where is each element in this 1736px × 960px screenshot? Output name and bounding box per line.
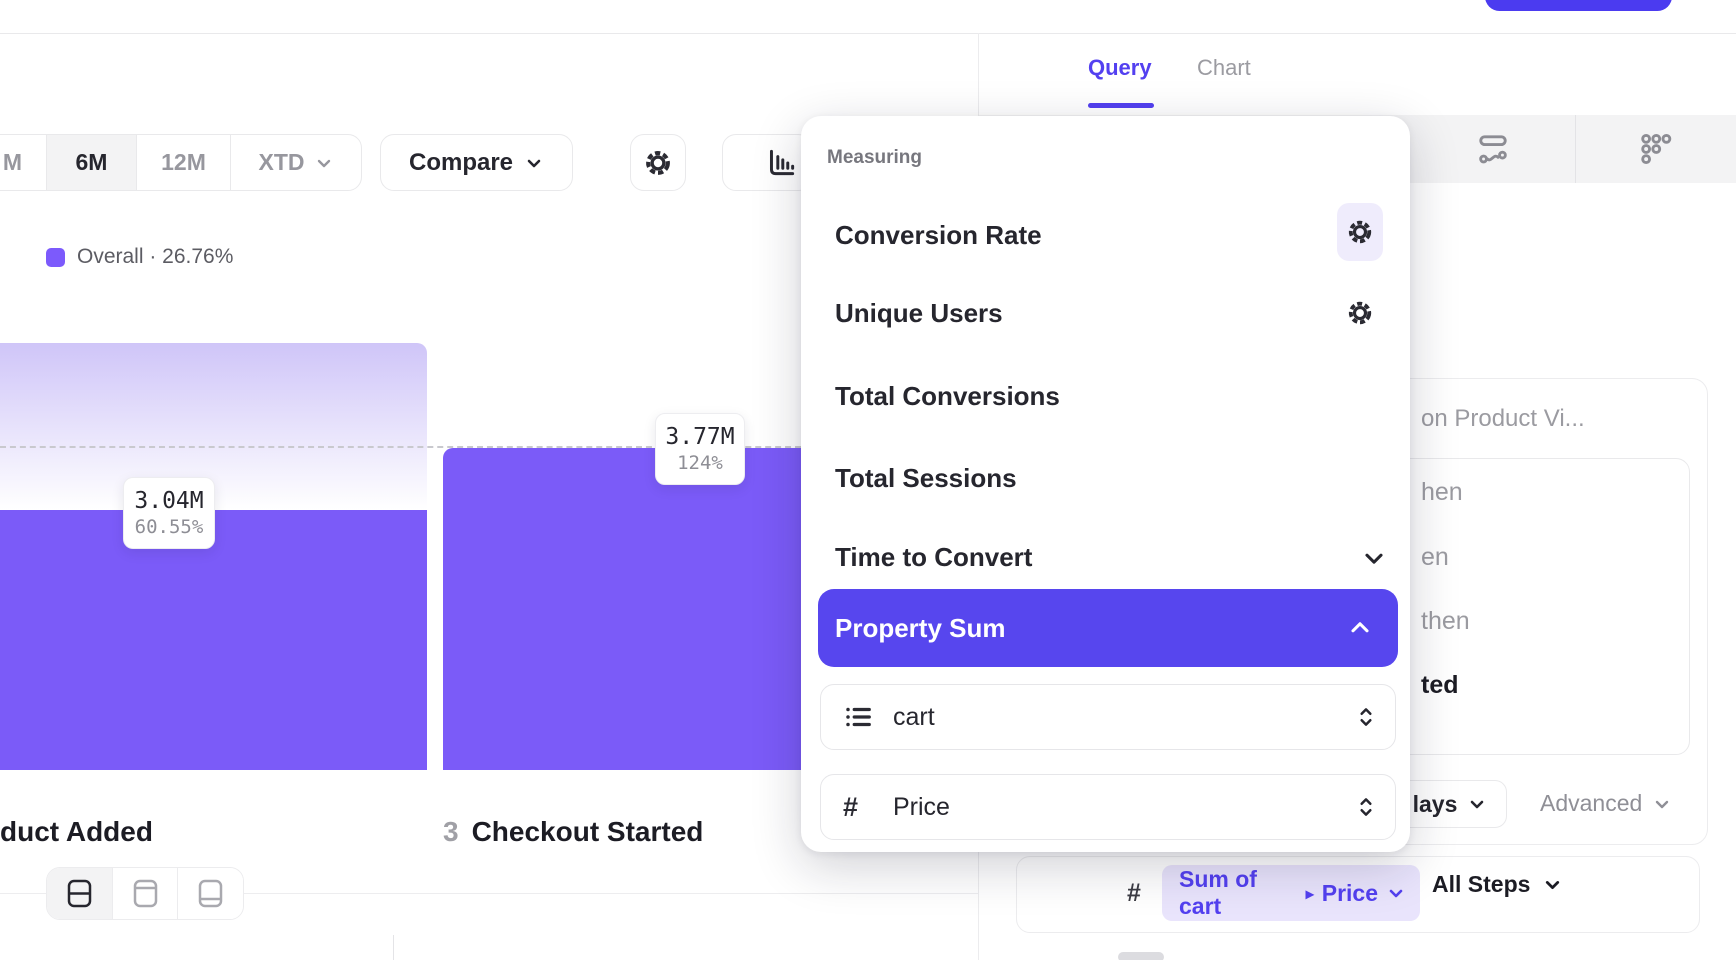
top-divider [0,33,1736,34]
chevron-up-icon [1346,614,1374,642]
chevron-down-icon [1542,874,1563,895]
steps-dots-icon [1636,130,1674,168]
layout-split-middle-icon [67,879,92,908]
layout-header-button[interactable] [112,868,179,919]
updown-chevrons-icon [1357,704,1375,730]
chevron-down-icon [1467,794,1487,814]
layout-split-middle-button[interactable] [47,868,113,919]
breakdown-layout-toggle [46,867,244,920]
time-range-3m-partial[interactable]: M [0,135,47,190]
sub-property-value: Price [893,792,950,821]
menu-item-total-sessions[interactable]: Total Sessions [835,463,1017,493]
tab-chart[interactable]: Chart [1197,55,1251,80]
time-range-xtd-label: XTD [258,149,305,175]
all-steps-label: All Steps [1432,871,1531,897]
measuring-title: Measuring [827,147,923,168]
property-value: cart [893,702,935,731]
time-range-xtd[interactable]: XTD [231,135,361,190]
funnel-step-row[interactable]: then [1421,607,1470,635]
value-count: 3.04M [134,488,204,514]
menu-item-total-conversions[interactable]: Total Conversions [835,381,1060,411]
property-select[interactable]: cart [820,684,1396,750]
sub-property-select[interactable]: # Price [820,774,1396,840]
table-column-divider [393,935,394,960]
chart-type-button[interactable] [722,134,812,191]
gear-icon [1345,298,1375,328]
funnel-step-row[interactable]: en [1421,543,1449,571]
chevron-down-icon[interactable] [1360,544,1388,572]
step-number: 3 [443,816,459,847]
metric-chip-button[interactable]: Sum of cart ▸ Price [1162,865,1420,921]
histogram-icon [763,145,799,181]
menu-item-unique-users[interactable]: Unique Users [835,298,1003,328]
unique-users-settings-button[interactable] [1337,284,1383,342]
chevron-down-icon [524,153,544,173]
funnel-step-row[interactable]: ted [1421,671,1459,699]
funnel-step-row[interactable]: hen [1421,478,1463,506]
metric-type-hash: # [1127,879,1141,907]
step-label-product-added: duct Added [0,816,153,848]
window-label: lays [1412,790,1458,817]
compare-button[interactable]: Compare [380,134,573,191]
conversion-title: on Product Vi... [1421,405,1585,432]
legend-swatch [46,247,65,267]
arrow-right-icon: ▸ [1305,886,1314,903]
updown-chevrons-icon [1357,794,1375,820]
time-range-group: M 6M 12M XTD [0,134,362,191]
conversion-rate-settings-button[interactable] [1337,203,1383,261]
list-icon [843,702,873,732]
value-percent: 60.55% [134,516,204,538]
legend: Overall · 26.76% [46,245,233,269]
menu-item-property-sum-selected[interactable]: Property Sum [818,589,1398,667]
chevron-down-icon [314,153,334,173]
flow-icon [1473,129,1513,169]
time-range-6m[interactable]: 6M [47,135,137,190]
layout-header-icon [133,879,158,908]
value-label-product-added: 3.04M 60.55% [123,477,215,549]
chevron-down-icon [1386,883,1406,903]
step-name: Checkout Started [471,816,704,847]
step-label-checkout-started: 3 Checkout Started [443,816,703,848]
layout-footer-icon [198,879,223,908]
step-name: duct Added [0,816,153,847]
scroll-nub [1118,952,1164,960]
compare-label: Compare [408,148,514,176]
number-type-icon: # [843,791,859,822]
value-label-checkout-started: 3.77M 124% [655,413,745,485]
strip-divider [1575,115,1576,183]
time-range-12m[interactable]: 12M [137,135,231,190]
gear-icon [642,147,674,179]
menu-item-time-to-convert[interactable]: Time to Convert [835,542,1033,572]
menu-item-conversion-rate[interactable]: Conversion Rate [835,220,1042,250]
gear-icon [1345,217,1375,247]
advanced-button[interactable]: Advanced [1540,790,1672,817]
layout-footer-button[interactable] [178,868,243,919]
reference-dashed-line [0,446,801,448]
funnel-bar-product-added[interactable] [0,510,427,770]
all-steps-button[interactable]: All Steps [1432,871,1563,898]
chart-settings-button[interactable] [630,134,686,191]
chip-left-label: Sum of cart [1179,866,1257,919]
tab-query[interactable]: Query [1088,55,1152,80]
property-sum-label: Property Sum [835,612,1006,643]
active-tab-underline [1088,103,1154,108]
chevron-down-icon [1652,794,1672,814]
conversion-window-button[interactable]: lays [1393,780,1507,828]
funnel-steps-chart-button[interactable] [1622,122,1688,176]
section-divider [0,893,978,894]
legend-label: Overall · 26.76% [77,245,234,268]
value-count: 3.77M [665,424,735,450]
journeys-chart-button[interactable] [1460,122,1526,176]
value-percent: 124% [677,452,723,474]
chip-right-label: Price [1321,879,1378,906]
primary-action-button[interactable] [1485,0,1672,11]
advanced-label: Advanced [1540,790,1643,816]
